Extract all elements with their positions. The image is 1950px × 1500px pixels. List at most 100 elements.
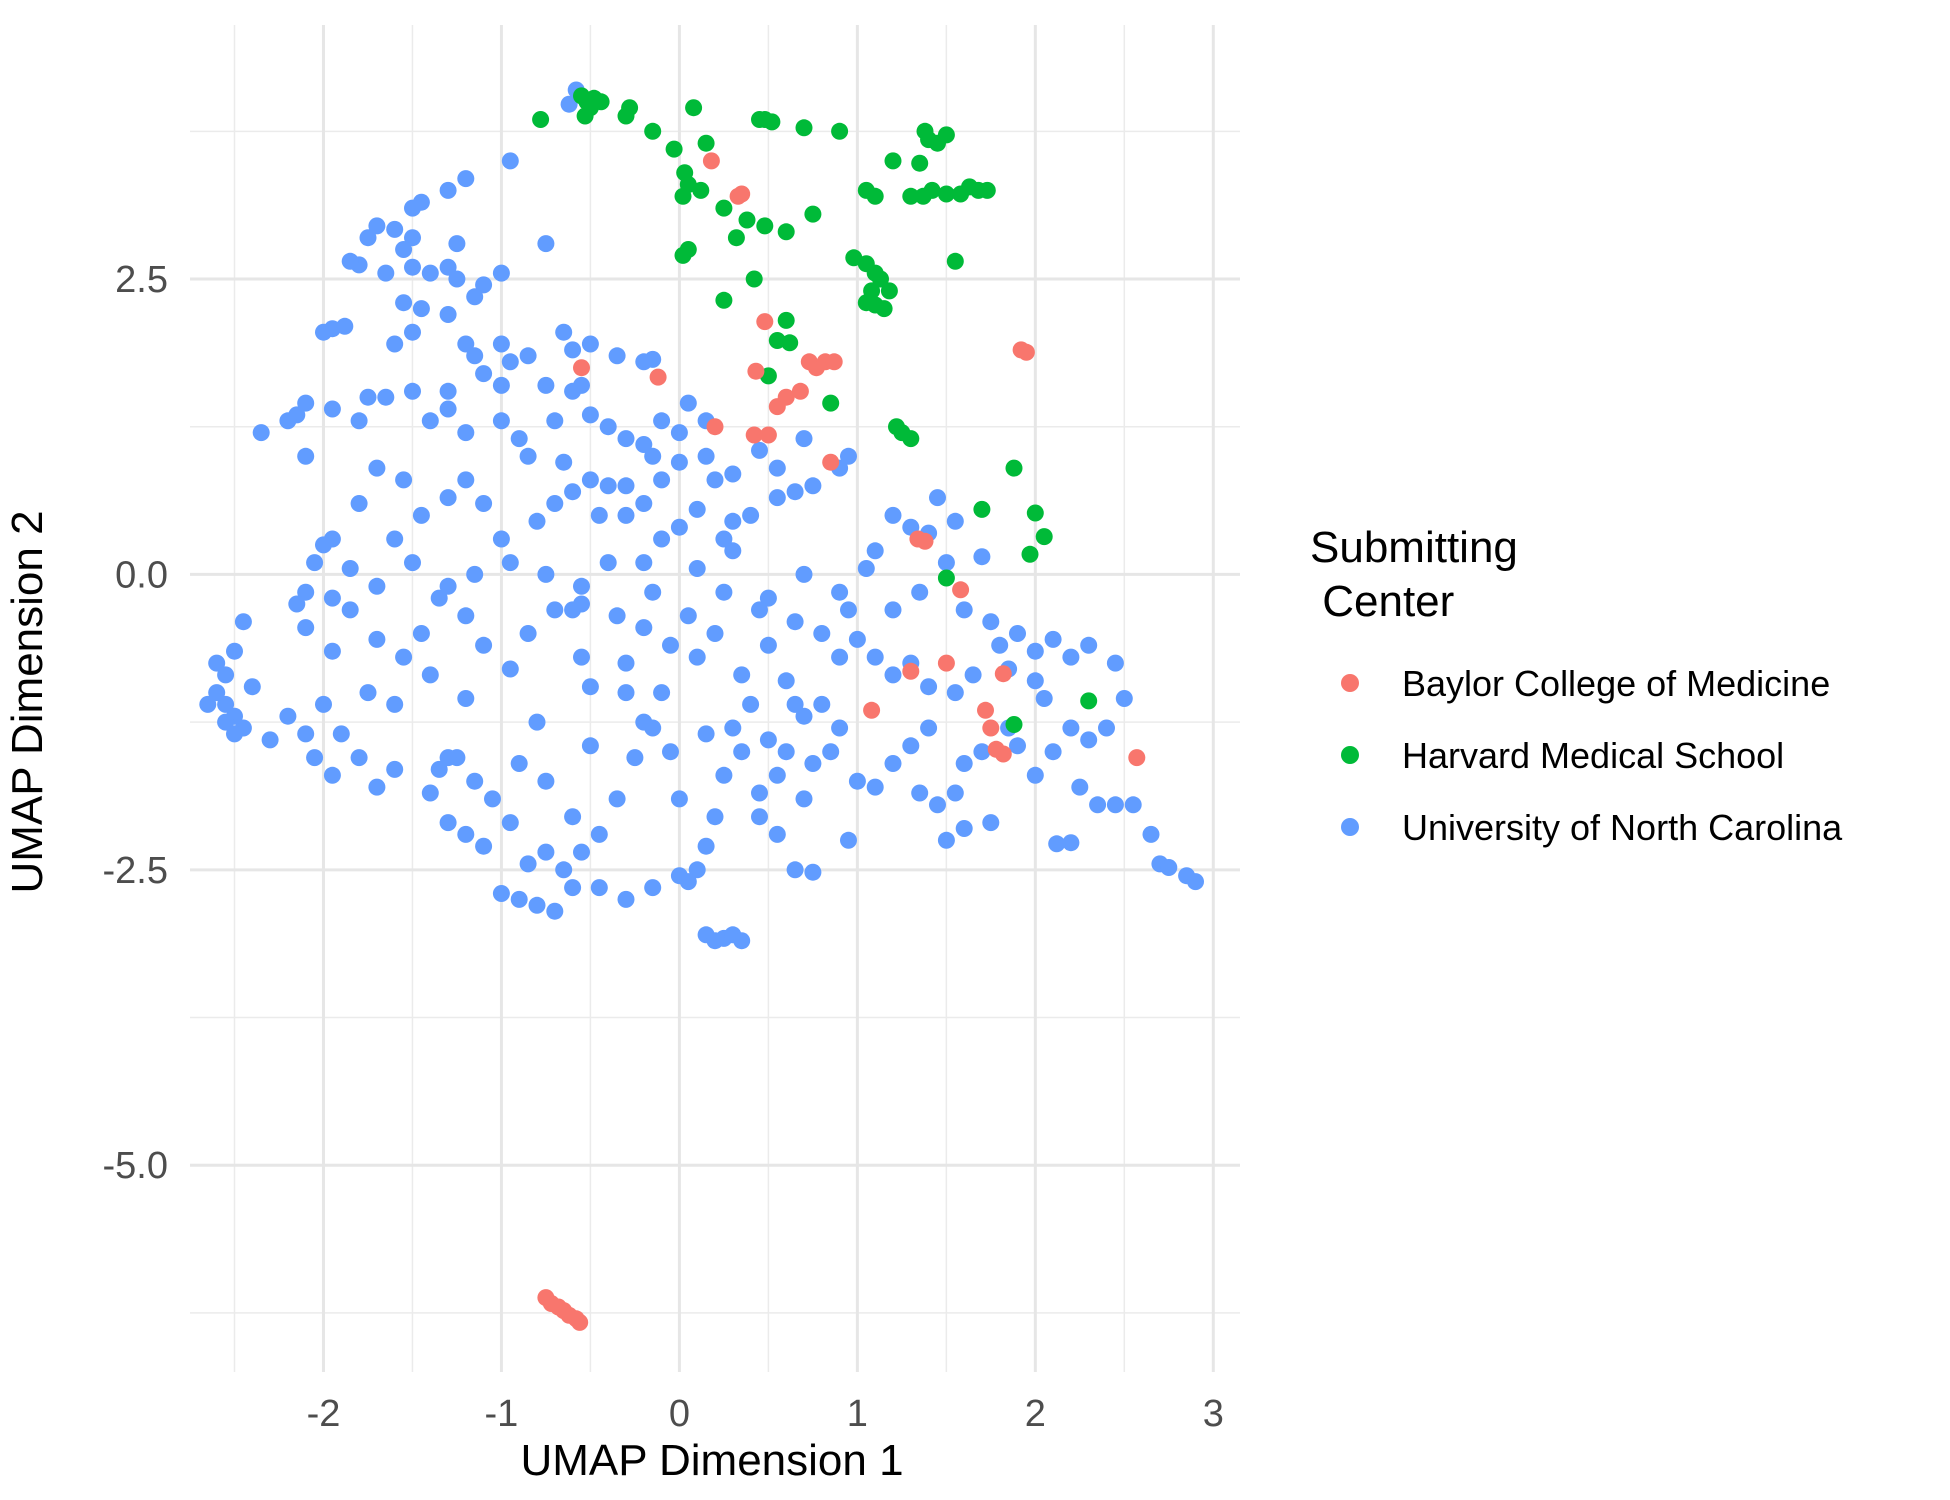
data-point <box>822 743 840 761</box>
data-point <box>697 134 715 152</box>
data-point <box>916 532 934 550</box>
data-point <box>475 837 493 855</box>
data-point <box>608 607 626 625</box>
data-point <box>848 772 866 790</box>
data-point <box>377 264 395 282</box>
data-point <box>528 896 546 914</box>
data-point <box>751 808 768 826</box>
data-point <box>1142 825 1160 843</box>
data-point <box>608 790 626 808</box>
data-point <box>946 252 964 270</box>
data-point <box>1044 630 1062 648</box>
y-axis-tick-labels: 2.5 0.0 -2.5 -5.0 <box>103 259 168 1187</box>
y-tick-label: -5.0 <box>103 1145 168 1187</box>
data-point <box>217 713 235 731</box>
data-point <box>982 814 1000 832</box>
data-point <box>359 388 377 406</box>
legend-items: Baylor College of Medicine Harvard Medica… <box>1341 663 1843 848</box>
data-point <box>448 270 466 288</box>
data-point <box>546 601 564 619</box>
data-point <box>875 300 893 318</box>
data-point <box>822 453 840 471</box>
data-point <box>1026 504 1044 522</box>
data-point <box>1044 743 1062 761</box>
data-point <box>994 745 1012 763</box>
data-point <box>439 382 457 400</box>
data-point <box>492 376 510 394</box>
data-point <box>679 241 697 258</box>
data-point <box>991 636 1009 654</box>
data-point <box>492 412 510 430</box>
data-point <box>884 506 902 524</box>
legend: Submitting Center Baylor College of Medi… <box>1310 523 1843 848</box>
data-point <box>510 890 528 908</box>
data-point <box>804 863 822 881</box>
data-point <box>519 347 537 365</box>
data-point <box>323 642 341 660</box>
x-tick-label: 0 <box>669 1393 690 1435</box>
data-point <box>1089 796 1107 814</box>
data-point <box>786 695 804 713</box>
data-point <box>537 376 555 394</box>
legend-label: University of North Carolina <box>1402 807 1843 848</box>
data-point <box>745 426 763 444</box>
y-tick-label: -2.5 <box>103 850 168 892</box>
data-point <box>1115 690 1133 707</box>
data-point <box>617 890 635 908</box>
data-point <box>1017 343 1035 361</box>
data-point <box>323 400 341 418</box>
data-point <box>439 489 457 507</box>
data-point <box>528 512 546 530</box>
data-point <box>377 388 395 406</box>
data-point <box>688 861 706 879</box>
data-point <box>519 625 537 642</box>
data-point <box>581 471 599 489</box>
data-point <box>635 554 653 572</box>
data-point <box>430 760 448 778</box>
data-point <box>635 713 653 731</box>
data-point <box>573 648 590 666</box>
data-point <box>573 577 590 595</box>
data-point <box>297 394 315 412</box>
data-point <box>1026 642 1044 660</box>
data-point <box>323 589 341 607</box>
data-point <box>937 654 955 672</box>
data-point <box>813 695 831 713</box>
data-point <box>733 743 751 761</box>
data-point <box>617 684 635 702</box>
data-point <box>920 719 938 737</box>
data-point <box>546 902 564 920</box>
data-point <box>653 412 671 430</box>
data-point <box>777 223 795 241</box>
data-point <box>795 707 813 725</box>
data-point <box>866 187 884 205</box>
data-point <box>795 565 813 583</box>
data-point <box>404 554 421 572</box>
data-point <box>546 495 564 512</box>
data-point <box>1124 796 1142 814</box>
data-point <box>994 665 1012 683</box>
data-point <box>902 187 920 205</box>
data-point <box>884 601 902 619</box>
data-point <box>706 418 724 436</box>
data-point <box>804 755 822 772</box>
data-point <box>884 152 902 170</box>
data-point <box>635 353 653 371</box>
data-point <box>564 808 582 826</box>
data-point <box>217 666 235 684</box>
data-point <box>688 500 706 518</box>
data-point <box>1035 528 1053 546</box>
data-point <box>738 211 756 229</box>
data-point <box>332 725 350 743</box>
data-point <box>626 749 644 767</box>
data-point <box>763 113 781 131</box>
data-point <box>982 613 1000 631</box>
data-point <box>261 731 279 749</box>
data-point <box>573 376 590 394</box>
data-point <box>697 725 715 743</box>
data-point <box>368 630 386 648</box>
data-point <box>537 235 555 253</box>
data-point <box>724 512 742 530</box>
data-point <box>946 784 964 802</box>
data-point <box>412 625 430 642</box>
